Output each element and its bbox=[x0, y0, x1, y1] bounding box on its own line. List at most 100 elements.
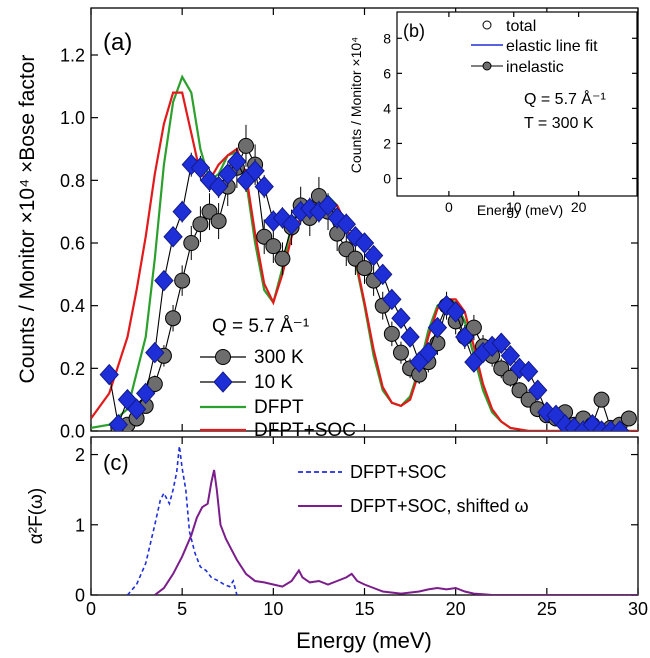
point-300k bbox=[383, 325, 400, 342]
point-10k bbox=[318, 194, 338, 217]
point-10k bbox=[455, 326, 475, 348]
panel-b-xlabel: Energy (meV) bbox=[477, 202, 563, 218]
panel-b-ytick-label: 8 bbox=[383, 30, 391, 46]
point-10k bbox=[491, 332, 511, 355]
panel-a-ytick-label: 0.6 bbox=[60, 233, 85, 253]
point-10k bbox=[154, 269, 174, 292]
point-10k bbox=[172, 200, 192, 223]
point-300k bbox=[174, 272, 191, 289]
point-300k bbox=[392, 344, 409, 361]
point-10k bbox=[336, 213, 356, 235]
panel-b-annotation-t: T = 300 K bbox=[524, 115, 594, 132]
point-300k bbox=[165, 310, 182, 327]
legend-label-dfpt: DFPT bbox=[254, 397, 304, 418]
point-10k bbox=[382, 288, 402, 311]
panel-c: 0 5 10 15 20 25 30 0 1 2 (c) α²F(ω) DFPT+SOC DFPT… bbox=[26, 436, 648, 653]
point-10k bbox=[518, 360, 539, 383]
legend-c-label-dfpt-soc: DFPT+SOC bbox=[350, 462, 447, 482]
point-10k bbox=[218, 163, 238, 185]
point-10k bbox=[199, 169, 220, 192]
panel-b-xtick-label: 0 bbox=[445, 199, 453, 215]
legend-title: Q = 5.7 Å⁻¹ bbox=[212, 316, 309, 337]
point-300k bbox=[620, 410, 637, 427]
panel-a-plot bbox=[91, 74, 638, 431]
panel-b-label: (b) bbox=[403, 21, 425, 41]
point-10k bbox=[363, 244, 384, 267]
point-300k bbox=[183, 235, 200, 251]
point-10k bbox=[445, 301, 466, 323]
point-10k bbox=[99, 363, 119, 386]
point-300k bbox=[274, 250, 291, 267]
point-10k bbox=[373, 263, 393, 286]
panel-b-frame bbox=[396, 11, 638, 197]
panel-c-xtick-label: 30 bbox=[628, 599, 648, 619]
point-10k bbox=[610, 420, 630, 431]
panel-b-background bbox=[397, 12, 637, 196]
series-c-dfpt-soc-line bbox=[126, 446, 238, 595]
point-10k bbox=[245, 160, 265, 182]
point-10k bbox=[528, 379, 548, 402]
legend-b-marker-inelastic bbox=[482, 61, 492, 71]
panel-c-ytick-label: 1 bbox=[75, 515, 85, 535]
legend-b-marker-total bbox=[482, 20, 492, 30]
panel-b: 0 10 20 0 2 4 6 8 (b) Counts / Monitor ×10⁴ Ene… bbox=[348, 11, 638, 218]
panel-b-annotation-q: Q = 5.7 Å⁻¹ bbox=[524, 89, 606, 108]
panel-c-ylabel: α²F(ω) bbox=[26, 488, 47, 544]
point-10k bbox=[354, 232, 375, 254]
panel-a-ytick-label: 0.8 bbox=[60, 171, 85, 191]
panel-a-ytick-label: 1.2 bbox=[60, 45, 85, 65]
panel-c-xtick-label: 15 bbox=[354, 599, 374, 619]
x-axis-label: Energy (meV) bbox=[296, 628, 432, 653]
point-10k bbox=[391, 307, 411, 329]
point-10k bbox=[436, 294, 457, 317]
legend-label-dfpt-soc: DFPT+SOC bbox=[254, 420, 356, 441]
legend-marker-10k bbox=[213, 371, 233, 393]
point-10k bbox=[108, 413, 129, 431]
legend-label-10k: 10 K bbox=[254, 372, 293, 393]
point-10k bbox=[126, 398, 147, 420]
point-10k bbox=[400, 326, 420, 348]
panel-a-ytick-label: 1.0 bbox=[60, 108, 85, 128]
panel-c-xtick-label: 25 bbox=[537, 599, 557, 619]
panel-b-ytick-label: 4 bbox=[383, 100, 391, 116]
panel-b-legend: total elastic line fit inelastic bbox=[471, 18, 598, 76]
legend-c-label-shifted: DFPT+SOC, shifted ω bbox=[350, 496, 529, 516]
point-10k bbox=[500, 345, 521, 367]
panel-c-label: (c) bbox=[103, 450, 129, 475]
legend-b-label-total: total bbox=[506, 18, 536, 35]
panel-c-xtick-label: 5 bbox=[177, 599, 187, 619]
panel-a-ytick-label: 0.4 bbox=[60, 296, 85, 316]
point-300k bbox=[210, 213, 227, 230]
point-300k bbox=[465, 319, 482, 336]
panel-c-xtick-label: 20 bbox=[446, 599, 466, 619]
panel-c-plot bbox=[126, 446, 638, 595]
panel-a-label: (a) bbox=[103, 29, 132, 56]
legend-b-label-fit: elastic line fit bbox=[506, 38, 598, 55]
panel-c-xtick-label: 0 bbox=[86, 599, 96, 619]
panel-b-xtick-label: 10 bbox=[506, 199, 522, 215]
legend-b-label-inelastic: inelastic bbox=[506, 59, 564, 76]
panel-c-ytick-label: 2 bbox=[75, 445, 85, 465]
panel-b-xtick-label: 20 bbox=[571, 199, 587, 215]
panel-a-ylabel: Counts / Monitor ×10⁴ ×Bose factor bbox=[16, 55, 39, 384]
panel-a-ytick-label: 0.2 bbox=[60, 359, 85, 379]
legend-marker-300k bbox=[215, 349, 231, 365]
point-10k bbox=[254, 175, 274, 198]
panel-b-ylabel: Counts / Monitor ×10⁴ bbox=[348, 37, 364, 173]
point-10k bbox=[136, 382, 156, 405]
point-10k bbox=[208, 175, 229, 198]
point-300k bbox=[356, 260, 373, 277]
point-10k bbox=[227, 150, 247, 173]
series-c-shifted-line bbox=[154, 469, 638, 595]
panel-c-ytick-label: 0 bbox=[75, 585, 85, 605]
panel-a-legend: Q = 5.7 Å⁻¹ 300 K 10 K DFPT DFPT+SOC bbox=[200, 316, 356, 441]
point-300k bbox=[593, 391, 610, 408]
point-10k bbox=[145, 341, 165, 364]
panel-b-ytick-label: 6 bbox=[383, 65, 391, 81]
panel-a-ytick-label: 0.0 bbox=[60, 421, 85, 441]
panel-b-ytick-label: 2 bbox=[383, 135, 391, 151]
point-10k bbox=[418, 341, 438, 364]
point-300k bbox=[265, 238, 282, 255]
panel-c-xtick-label: 10 bbox=[263, 599, 283, 619]
